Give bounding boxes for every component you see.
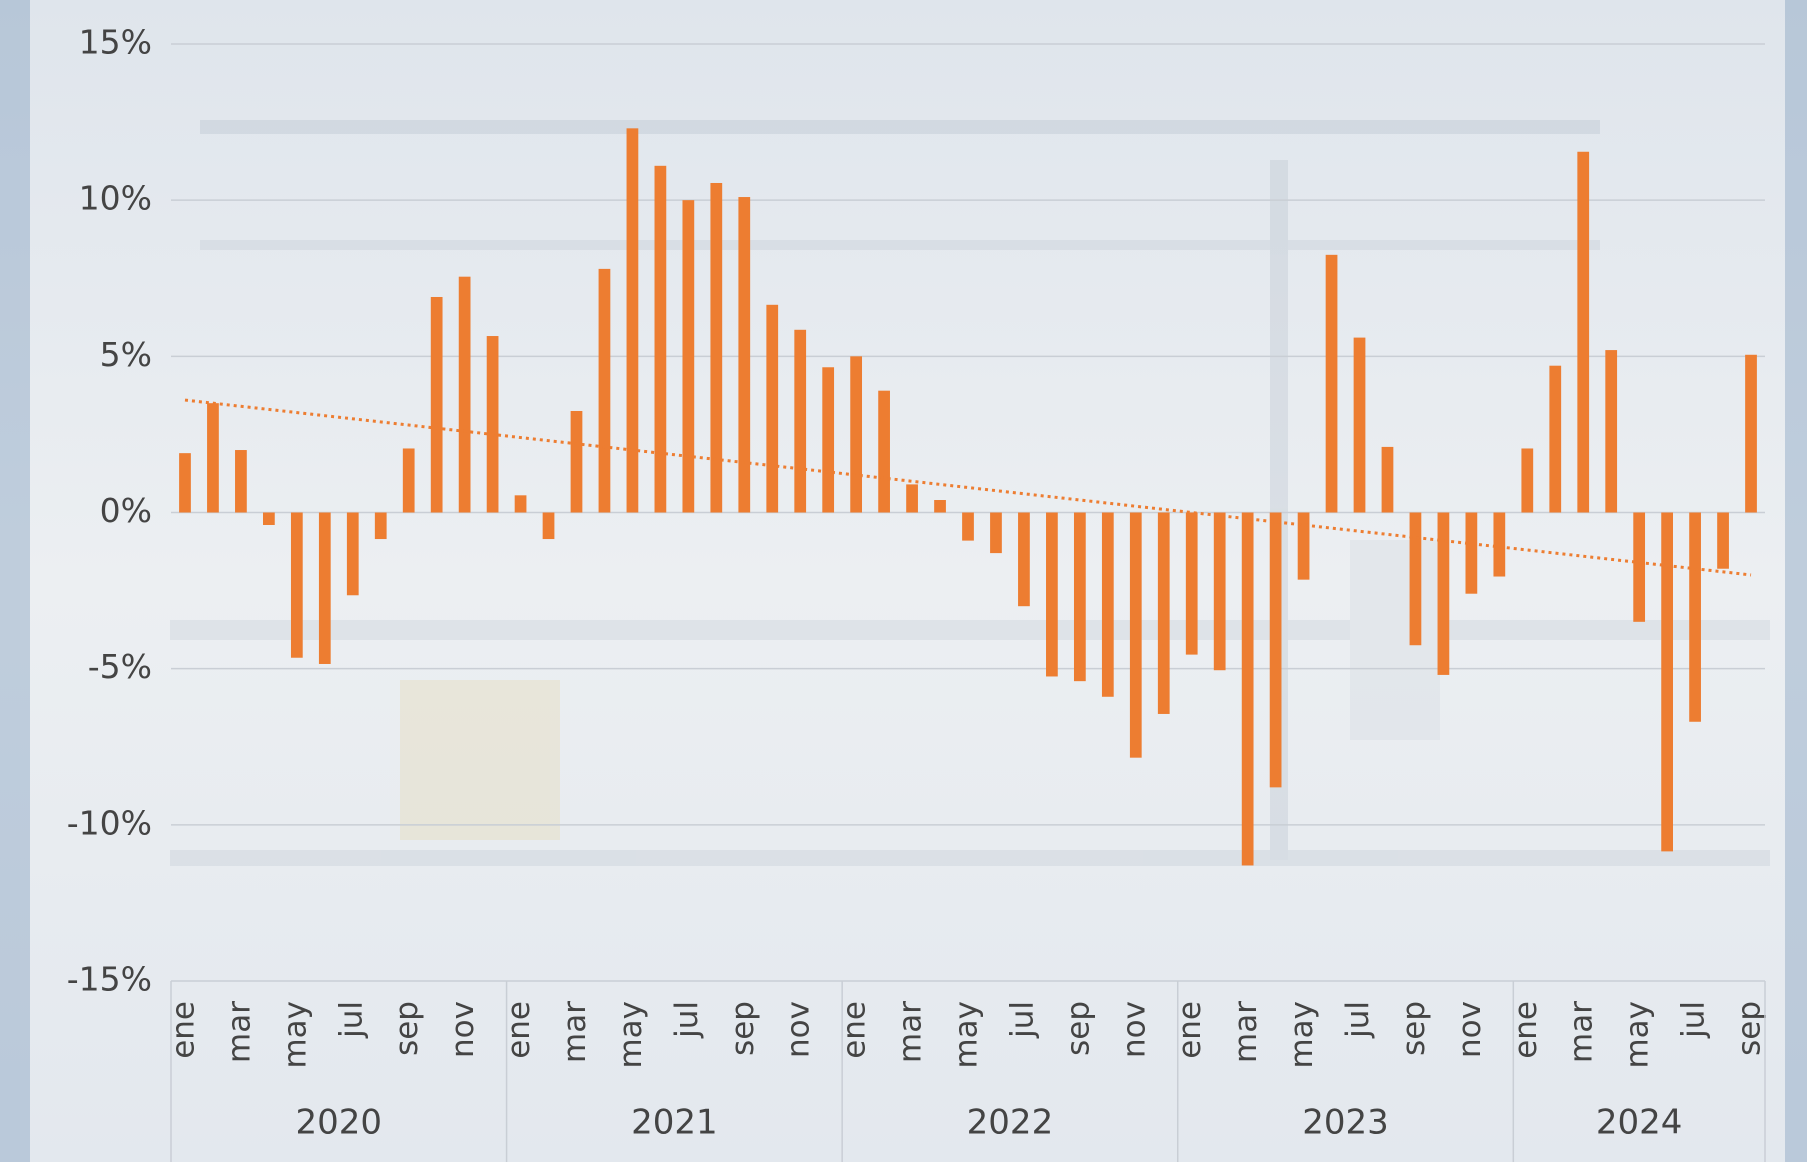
bar: [598, 268, 611, 513]
bar: [430, 296, 443, 513]
year-label: 2024: [1596, 1103, 1683, 1143]
x-tick-label: may: [949, 1001, 985, 1069]
x-tick-label: jul: [1340, 1001, 1376, 1039]
x-tick-label: mar: [893, 1001, 929, 1063]
bar: [654, 165, 667, 513]
bar: [794, 329, 807, 513]
bar: [1689, 512, 1701, 722]
bar: [1493, 512, 1506, 577]
bar: [1409, 512, 1422, 646]
bar: [318, 512, 331, 664]
bar: [1353, 337, 1366, 513]
bar: [374, 512, 387, 540]
bar: [1577, 151, 1590, 513]
bar: [1157, 512, 1170, 714]
bar: [1521, 448, 1534, 513]
bar: [235, 450, 247, 513]
bar: [1073, 512, 1086, 682]
y-tick-label: -15%: [67, 960, 152, 999]
x-tick-label: jul: [1004, 1001, 1040, 1039]
bar: [1437, 512, 1450, 675]
x-tick-label: mar: [1564, 1001, 1600, 1063]
y-tick-label: 5%: [100, 335, 152, 374]
bar: [570, 410, 583, 513]
x-tick-label: nov: [445, 1001, 481, 1058]
plot: -15%-10%-5%0%5%10%15%ene mar may jul sep nov e…: [67, 23, 1768, 1162]
bar: [1213, 512, 1226, 671]
bar: [346, 512, 359, 596]
bar: [962, 512, 974, 541]
y-tick-label: 10%: [79, 179, 152, 218]
x-tick-label: nov: [1452, 1001, 1488, 1058]
bar: [1101, 512, 1114, 697]
x-tick-label: jul: [1676, 1001, 1712, 1039]
x-tick-label: sep: [725, 1001, 761, 1056]
bar: [1661, 512, 1673, 852]
bar: [1605, 350, 1618, 513]
bar: [1018, 512, 1030, 607]
x-tick-label: may: [277, 1001, 313, 1069]
x-tick-label: sep: [1732, 1001, 1768, 1056]
y-tick-label: -5%: [88, 647, 152, 686]
bar: [766, 304, 779, 513]
x-tick-label: mar: [1228, 1001, 1264, 1063]
bar: [738, 197, 751, 513]
y-tick-label: -10%: [67, 803, 152, 842]
y-tick-label: 15%: [79, 23, 152, 62]
bar: [542, 512, 555, 540]
x-tick-label: sep: [1396, 1001, 1432, 1056]
year-label: 2023: [1302, 1103, 1389, 1143]
x-tick-label: jul: [669, 1001, 705, 1039]
bar: [682, 200, 695, 513]
bar: [402, 448, 415, 513]
bar: [179, 453, 191, 513]
bar: [850, 356, 863, 513]
x-tick-label: sep: [389, 1001, 425, 1056]
bar: [1325, 254, 1338, 513]
bar: [207, 403, 219, 513]
bar: [1465, 512, 1478, 594]
bar: [934, 500, 946, 513]
bar: [1269, 512, 1282, 788]
bar: [1129, 512, 1142, 758]
bar: [1381, 446, 1394, 513]
bar: [1549, 365, 1562, 513]
y-tick-label: 0%: [100, 491, 152, 530]
bar: [1297, 512, 1310, 580]
year-label: 2020: [296, 1103, 383, 1143]
bar: [486, 336, 499, 513]
bar: [990, 512, 1002, 554]
bar: [1046, 512, 1058, 677]
bar: [1241, 512, 1254, 866]
bar: [458, 276, 471, 513]
bar: [514, 495, 527, 513]
x-tick-label: nov: [1116, 1001, 1152, 1058]
bar: [1717, 512, 1729, 569]
bar: [290, 512, 303, 658]
bar: [822, 367, 835, 513]
x-tick-label: mar: [221, 1001, 257, 1063]
x-tick-label: sep: [1060, 1001, 1096, 1056]
x-tick-label: nov: [781, 1001, 817, 1058]
bar: [1633, 512, 1646, 622]
bar: [1745, 354, 1757, 513]
year-label: 2022: [967, 1103, 1054, 1143]
bar: [626, 128, 639, 513]
bar: [906, 484, 918, 513]
x-tick-label: may: [613, 1001, 649, 1069]
bar: [710, 182, 723, 513]
bar: [1185, 512, 1198, 655]
bar: [878, 390, 890, 513]
year-label: 2021: [631, 1103, 718, 1143]
x-tick-label: may: [1284, 1001, 1320, 1069]
x-tick-label: mar: [557, 1001, 593, 1063]
bar: [263, 512, 275, 525]
x-tick-label: jul: [333, 1001, 369, 1039]
x-tick-label: may: [1620, 1001, 1656, 1069]
